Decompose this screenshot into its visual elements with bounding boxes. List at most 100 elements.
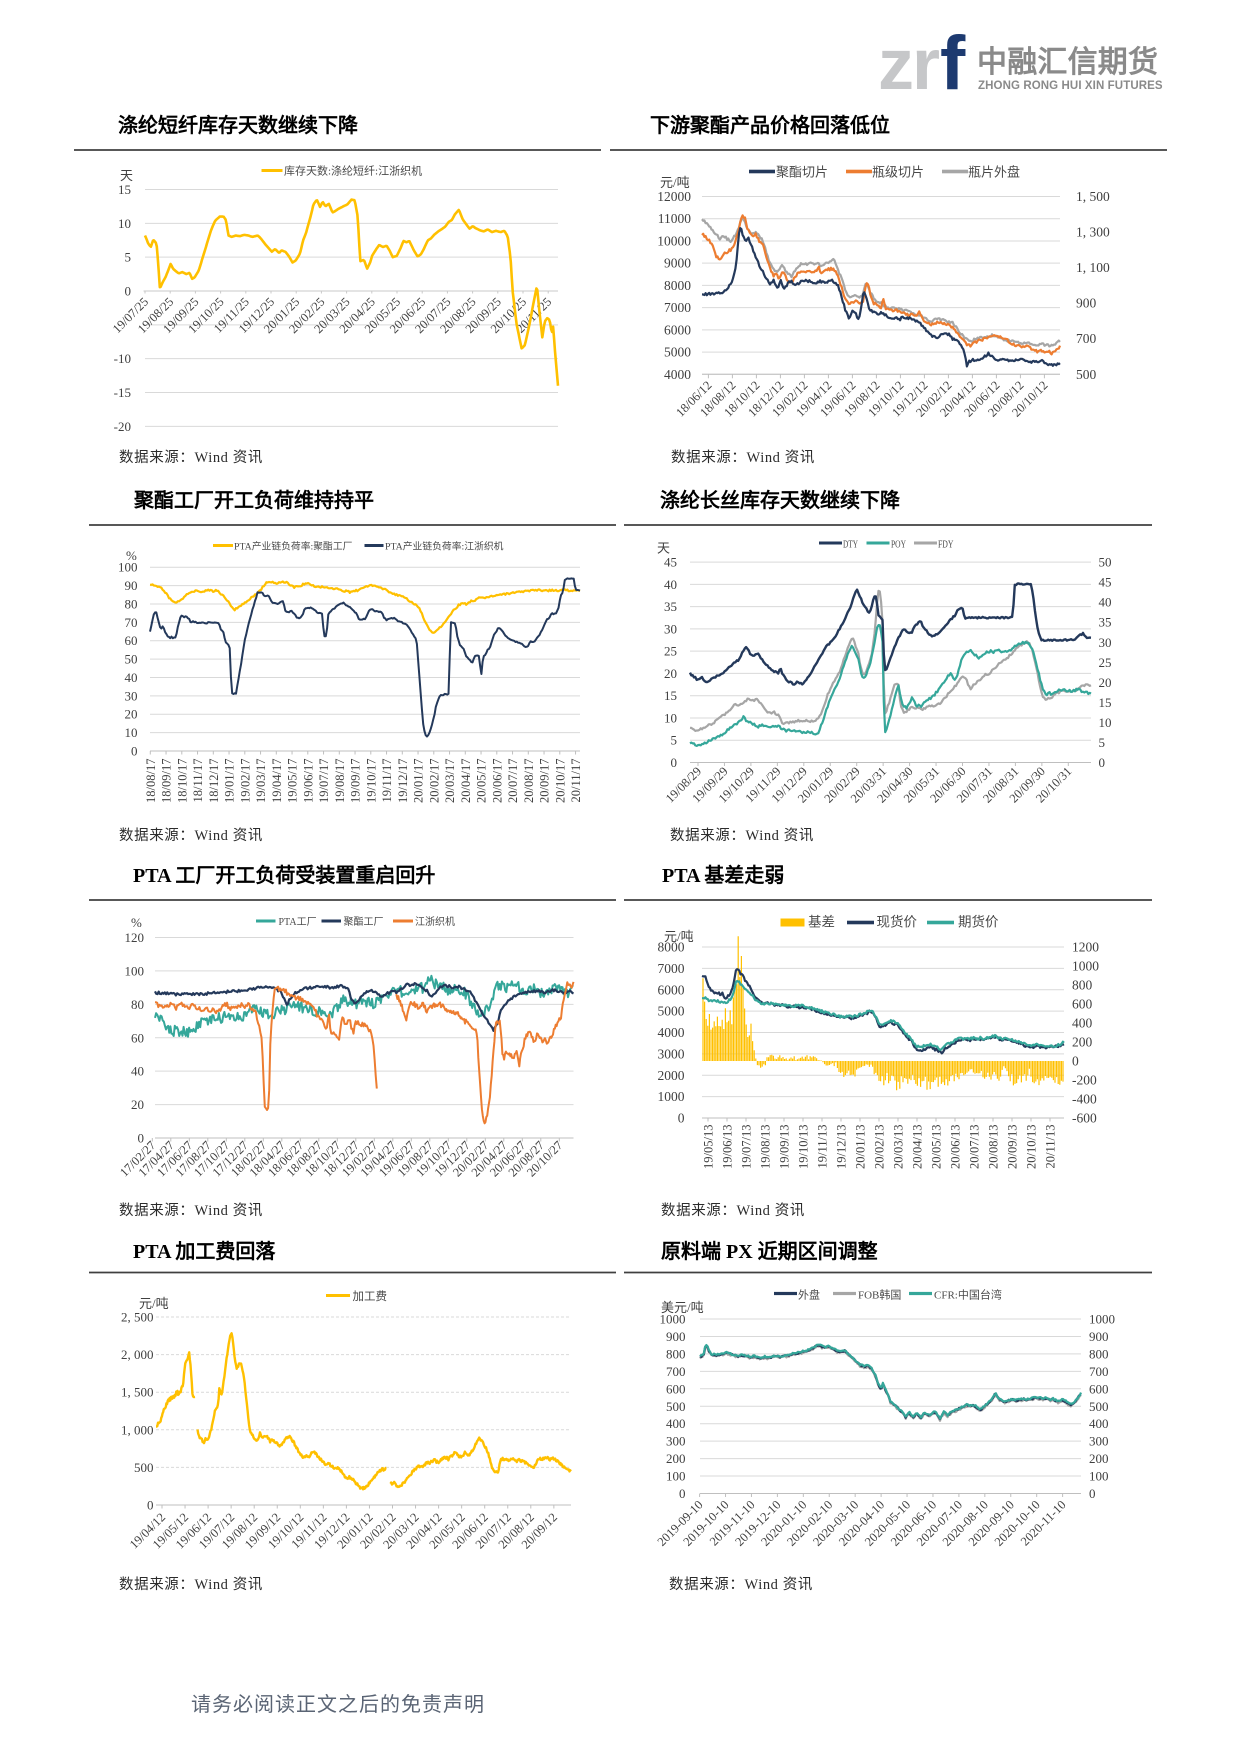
svg-text:4000: 4000	[658, 1025, 685, 1040]
svg-text:7000: 7000	[658, 961, 685, 976]
svg-text:%: %	[126, 548, 137, 563]
svg-text:0: 0	[679, 1486, 686, 1501]
svg-text:30: 30	[1099, 635, 1112, 650]
svg-text:20/10/13: 20/10/13	[1025, 1125, 1039, 1169]
svg-text:200: 200	[1072, 1035, 1093, 1050]
svg-text:40: 40	[125, 670, 138, 685]
svg-text:PTA 工厂开工负荷受装置重启回升: PTA 工厂开工负荷受装置重启回升	[133, 863, 435, 887]
svg-text:80: 80	[125, 596, 138, 611]
svg-text:-200: -200	[1072, 1073, 1097, 1088]
svg-text:涤纶短纤库存天数继续下降: 涤纶短纤库存天数继续下降	[118, 113, 359, 137]
svg-text:600: 600	[666, 1381, 686, 1396]
svg-text:19/08/17: 19/08/17	[333, 759, 347, 803]
svg-text:40: 40	[1099, 595, 1112, 610]
svg-text:0: 0	[138, 1131, 145, 1146]
svg-text:PTA 加工费回落: PTA 加工费回落	[133, 1240, 276, 1263]
svg-text:19/09/17: 19/09/17	[349, 759, 363, 803]
svg-text:8000: 8000	[658, 940, 685, 955]
svg-text:10: 10	[118, 216, 131, 231]
svg-text:15: 15	[1099, 695, 1112, 710]
svg-text:0: 0	[1099, 755, 1106, 770]
svg-text:POY: POY	[891, 539, 906, 551]
svg-text:100: 100	[666, 1469, 686, 1484]
svg-text:20/04/17: 20/04/17	[459, 759, 473, 803]
svg-text:19/01/17: 19/01/17	[223, 759, 237, 803]
svg-text:1200: 1200	[1072, 940, 1099, 955]
svg-text:元/吨: 元/吨	[660, 175, 690, 190]
svg-text:800: 800	[1072, 978, 1093, 993]
svg-text:20: 20	[125, 707, 138, 722]
svg-text:19/10/17: 19/10/17	[364, 759, 378, 803]
svg-text:2000: 2000	[658, 1068, 685, 1083]
svg-text:现货价: 现货价	[877, 914, 918, 930]
svg-text:600: 600	[1089, 1381, 1109, 1396]
svg-text:10000: 10000	[657, 233, 691, 248]
svg-text:500: 500	[1089, 1399, 1109, 1414]
svg-text:1, 100: 1, 100	[1076, 260, 1110, 275]
svg-text:900: 900	[1076, 296, 1097, 311]
svg-text:6000: 6000	[664, 322, 691, 337]
svg-text:20/11/13: 20/11/13	[1044, 1125, 1058, 1169]
svg-text:0: 0	[1089, 1486, 1096, 1501]
svg-text:100: 100	[118, 560, 138, 575]
svg-text:900: 900	[666, 1329, 686, 1344]
svg-text:元/吨: 元/吨	[664, 929, 694, 944]
svg-text:90: 90	[125, 578, 138, 593]
svg-text:聚酯切片: 聚酯切片	[776, 165, 828, 180]
svg-text:0: 0	[1072, 1054, 1079, 1069]
svg-text:PTA 基差走弱: PTA 基差走弱	[662, 863, 784, 887]
svg-text:6000: 6000	[658, 982, 685, 997]
svg-text:20/09/17: 20/09/17	[538, 759, 552, 803]
svg-text:300: 300	[666, 1434, 686, 1449]
svg-text:200: 200	[1089, 1451, 1109, 1466]
svg-text:45: 45	[1099, 575, 1112, 590]
svg-text:1000: 1000	[658, 1089, 685, 1104]
svg-text:19/06/17: 19/06/17	[301, 759, 315, 803]
svg-text:100: 100	[125, 963, 145, 978]
svg-text:5000: 5000	[658, 1004, 685, 1019]
svg-text:18/08/17: 18/08/17	[144, 759, 158, 803]
svg-text:300: 300	[1089, 1434, 1109, 1449]
svg-text:11000: 11000	[658, 211, 691, 226]
svg-text:数据来源：Wind 资讯: 数据来源：Wind 资讯	[670, 827, 814, 844]
svg-text:19/10/13: 19/10/13	[797, 1125, 811, 1169]
svg-text:聚酯工厂开工负荷维持持平: 聚酯工厂开工负荷维持持平	[133, 488, 374, 512]
svg-text:FDY: FDY	[938, 539, 954, 551]
svg-text:中融汇信期货: 中融汇信期货	[977, 45, 1158, 79]
svg-text:3000: 3000	[658, 1046, 685, 1061]
svg-text:19/12/13: 19/12/13	[835, 1125, 849, 1169]
svg-text:18/09/17: 18/09/17	[160, 759, 174, 803]
svg-text:100: 100	[1089, 1469, 1109, 1484]
svg-text:20/02/17: 20/02/17	[427, 759, 441, 803]
svg-text:80: 80	[131, 997, 144, 1012]
svg-text:19/12/17: 19/12/17	[396, 759, 410, 803]
svg-text:数据来源：Wind 资讯: 数据来源：Wind 资讯	[671, 449, 815, 466]
svg-text:聚酯工厂: 聚酯工厂	[344, 916, 384, 928]
svg-text:400: 400	[1089, 1416, 1109, 1431]
svg-text:8000: 8000	[664, 278, 691, 293]
svg-text:20/03/13: 20/03/13	[892, 1125, 906, 1169]
svg-text:ZHONG RONG HUI XIN FUTURES: ZHONG RONG HUI XIN FUTURES	[978, 80, 1163, 92]
svg-text:60: 60	[125, 633, 138, 648]
svg-text:数据来源：Wind 资讯: 数据来源：Wind 资讯	[669, 1576, 813, 1593]
svg-text:19/07/17: 19/07/17	[317, 759, 331, 803]
svg-text:20/11/17: 20/11/17	[569, 759, 583, 803]
svg-text:-15: -15	[114, 385, 131, 400]
svg-text:加工费: 加工费	[353, 1290, 388, 1303]
svg-text:2, 500: 2, 500	[121, 1310, 154, 1325]
svg-text:5: 5	[1099, 735, 1106, 750]
svg-text:CFR:中国台湾: CFR:中国台湾	[934, 1288, 1002, 1302]
svg-text:PTA工厂: PTA工厂	[279, 917, 317, 928]
svg-text:2, 000: 2, 000	[121, 1347, 154, 1362]
svg-text:数据来源：Wind 资讯: 数据来源：Wind 资讯	[119, 1576, 263, 1593]
svg-text:19/05/13: 19/05/13	[702, 1125, 716, 1169]
svg-text:900: 900	[1089, 1329, 1109, 1344]
svg-text:瓶片外盘: 瓶片外盘	[968, 165, 1020, 180]
svg-text:1, 300: 1, 300	[1076, 225, 1110, 240]
svg-text:600: 600	[1072, 997, 1093, 1012]
svg-text:下游聚酯产品价格回落低位: 下游聚酯产品价格回落低位	[650, 113, 890, 137]
svg-text:20/05/17: 20/05/17	[475, 759, 489, 803]
svg-text:1000: 1000	[660, 1312, 686, 1327]
svg-text:20/01/13: 20/01/13	[854, 1125, 868, 1169]
svg-text:19/11/13: 19/11/13	[816, 1125, 830, 1169]
